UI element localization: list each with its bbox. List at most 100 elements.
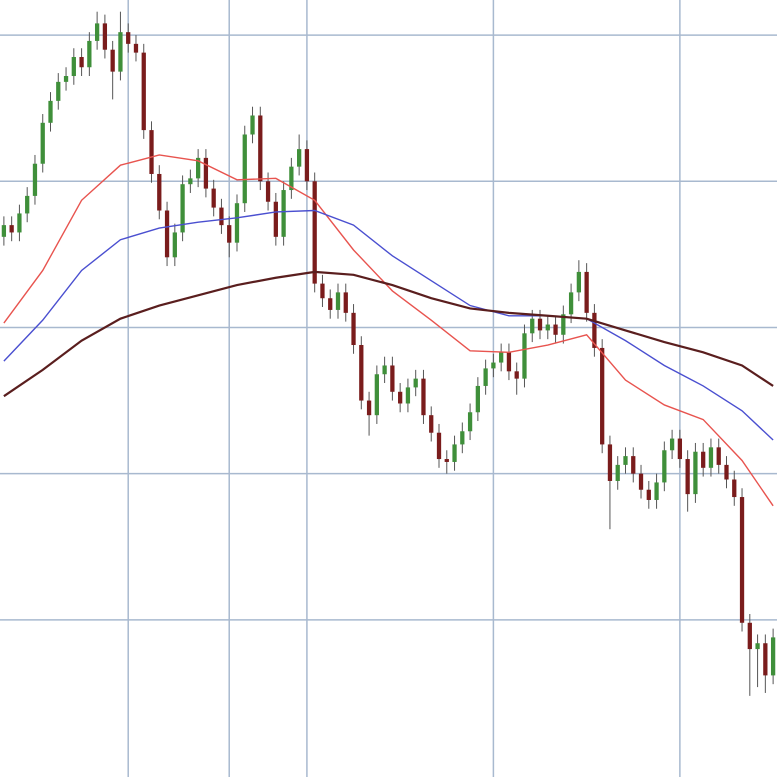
candle-body [747,622,752,650]
candle-body [600,347,605,445]
candle-body [499,352,504,363]
candle-body [413,378,418,388]
candle-body [211,188,216,208]
candle-body [351,312,356,346]
candle-body [739,497,745,623]
candle-body [708,447,714,468]
candle-body [343,292,348,313]
candle-body [48,100,53,123]
candle-body [1,225,7,237]
candle-body [460,431,465,445]
candle-body [56,81,61,101]
candle-body [17,213,22,233]
candle-body [374,374,379,416]
candle-body [452,444,457,462]
candle-body [234,203,240,243]
candle-body [398,391,403,404]
candle-body [685,459,690,495]
candle-body [133,43,139,53]
candle-body [421,378,426,416]
moving-average-line [3,154,774,507]
candle-body [320,283,325,299]
candle-body [561,314,566,335]
candle-body [118,32,123,72]
candle-body [188,178,193,185]
candle-body [475,385,480,413]
candle-body [242,134,247,204]
candle-body [195,157,201,179]
candle-body [250,115,255,135]
candle-body [359,345,364,401]
candle-body [63,76,69,82]
candle-body [110,49,115,72]
candle-body [289,166,294,191]
candle-body [79,57,84,68]
candle-body [615,464,620,481]
candle-body [366,400,372,416]
candle-body [545,324,550,331]
candle-body [716,447,721,465]
candle-body [701,451,706,468]
candle-body [607,444,613,481]
candle-body [126,32,131,44]
candle-body [219,207,224,226]
candle-body [693,451,698,495]
candle-body [40,122,45,164]
candle-body [335,292,341,310]
candle-body [537,318,543,331]
candle-body [164,210,170,258]
candle-body [281,190,286,237]
candle-body [662,450,667,483]
candle-body [770,637,776,676]
candle-body [382,365,387,375]
candle-body [157,173,162,211]
candle-body [180,184,185,233]
candle-body [646,489,651,500]
candle-body [390,365,395,392]
candle-body [724,464,729,480]
candle-body [102,23,108,50]
moving-average-line [3,209,774,441]
candle-body [467,412,473,432]
candle-body [755,643,760,650]
candle-body [32,163,38,196]
candle-body [584,271,589,313]
candle-body [312,181,317,284]
candle-body [592,312,597,348]
candle-body [141,52,146,131]
candle-body [669,438,675,451]
candle-body [94,23,100,41]
candle-body [328,298,333,310]
candle-body [203,157,209,189]
candle-body [530,318,535,334]
candle-body [429,415,434,433]
moving-average-line [3,270,774,398]
candle-body [25,195,30,214]
candle-body [763,643,768,676]
candle-body [631,456,636,474]
candle-body [87,40,92,68]
candle-body [149,130,154,174]
candle-body [265,181,271,202]
candle-body [654,482,659,500]
candle-body [677,438,683,460]
candle-body [172,232,177,258]
candle-body [732,479,737,498]
candle-body [568,292,574,315]
candle-body [522,333,527,379]
candle-body [483,368,488,386]
candle-body [436,432,442,460]
candle-body [623,456,628,465]
candle-body [514,371,519,379]
candle-body [553,324,558,335]
candle-body [491,362,496,369]
candle-body [576,271,582,293]
candle-body [258,115,263,182]
candle-body [273,201,278,237]
candle-body [304,149,310,182]
candle-body [9,225,14,233]
candle-body [444,459,449,462]
candle-body [71,57,76,77]
